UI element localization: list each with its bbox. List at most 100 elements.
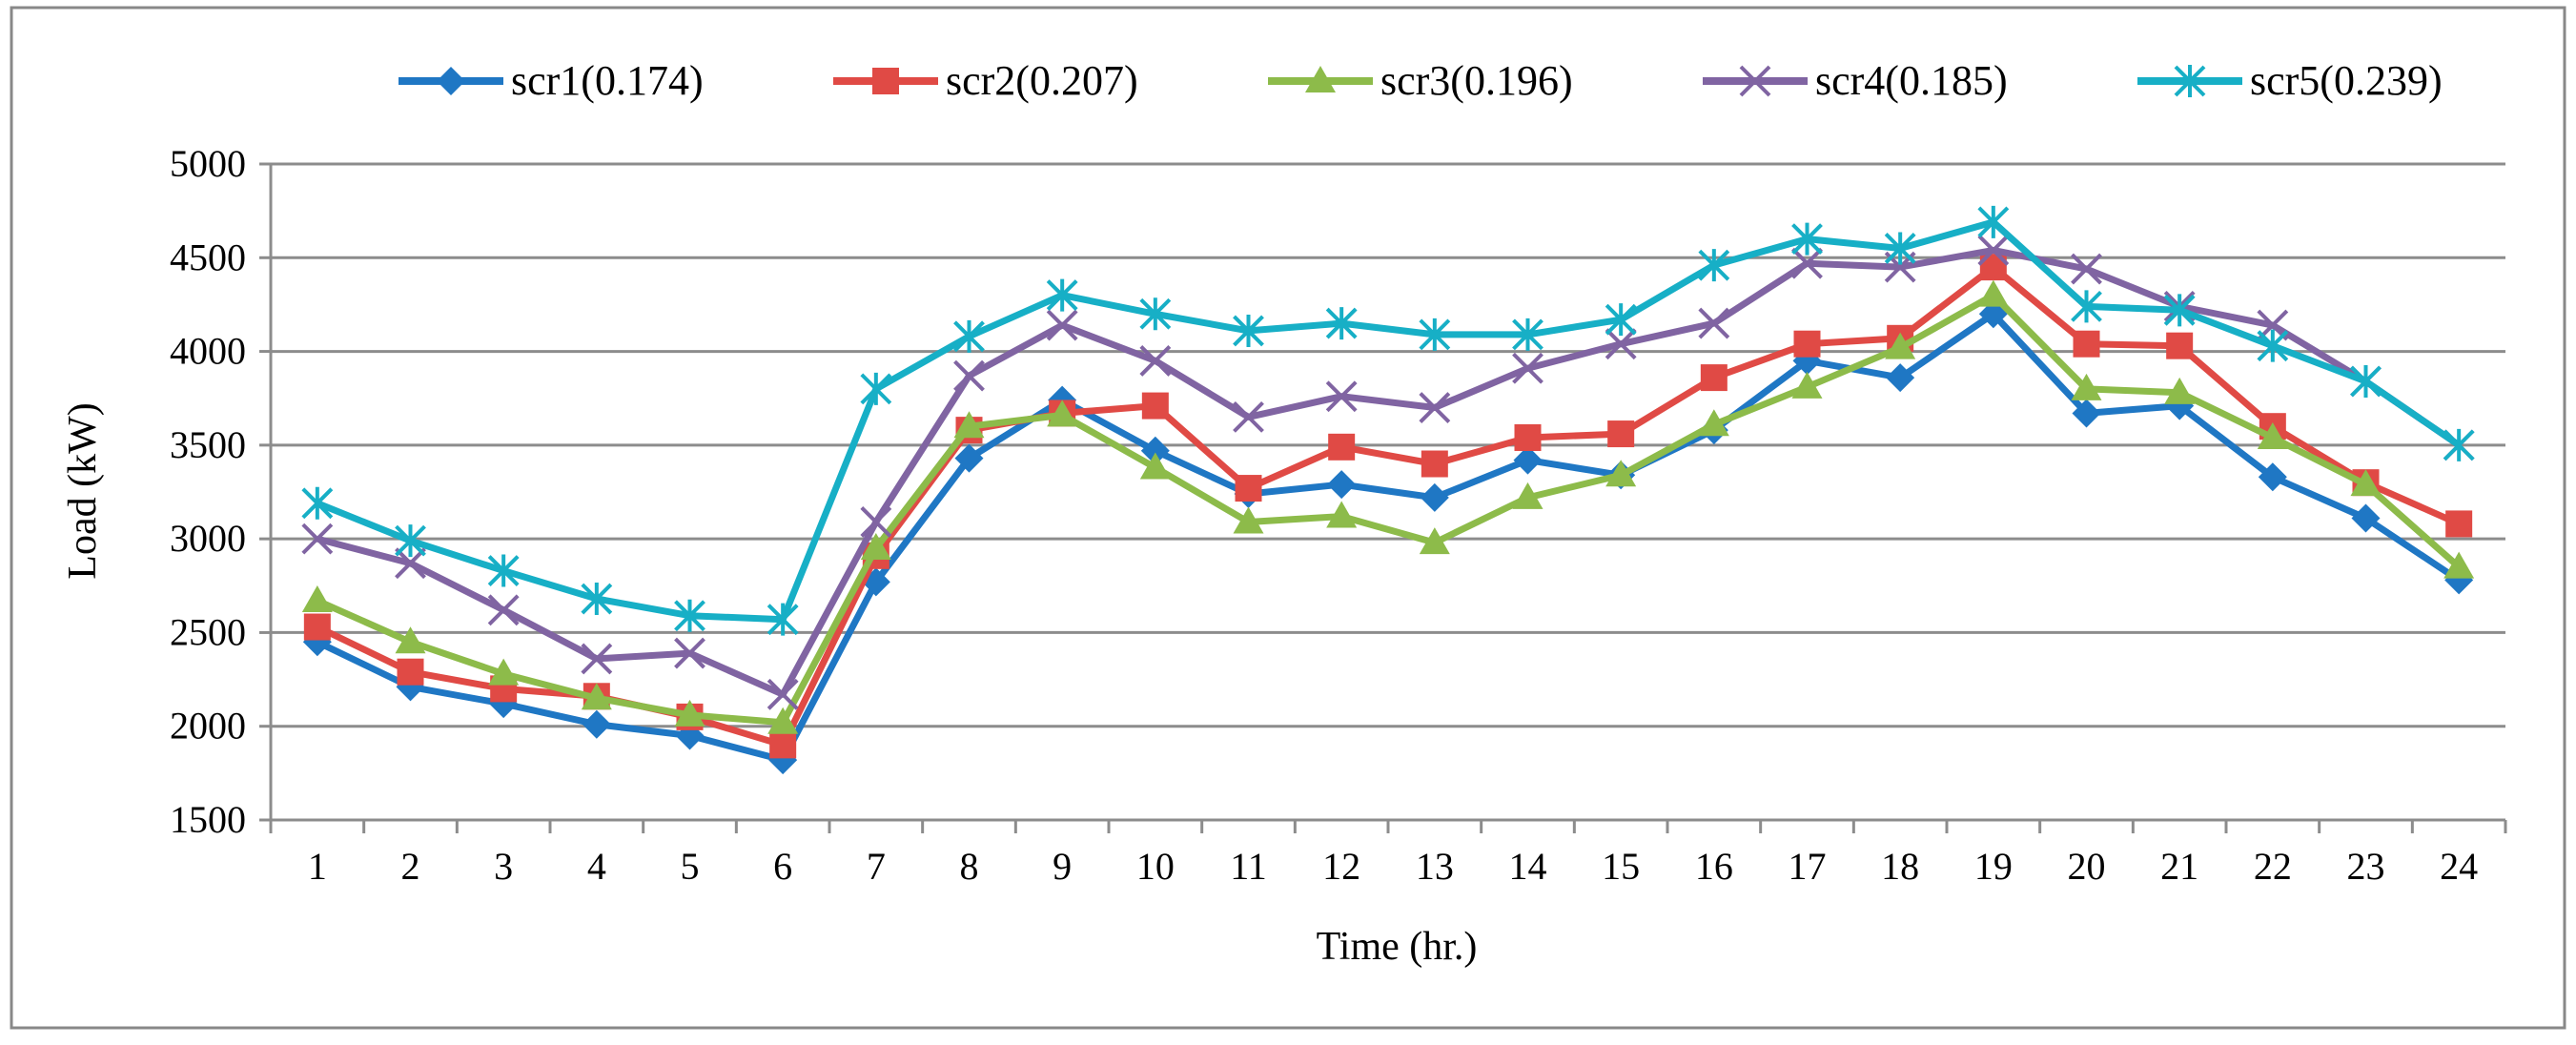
data-point	[1419, 318, 1451, 351]
data-point	[395, 626, 426, 654]
data-point	[674, 699, 705, 727]
y-tick-label: 1500	[170, 798, 246, 841]
legend-marker	[1305, 66, 1336, 92]
legend-entry-1: scr1(0.174)	[399, 57, 704, 104]
x-tick-label: 13	[1416, 845, 1454, 888]
legend-entry-4: scr4(0.185)	[1703, 57, 2008, 104]
data-point	[1046, 309, 1078, 341]
data-point	[301, 486, 334, 520]
data-point	[1420, 482, 1449, 512]
data-point	[301, 585, 333, 613]
series-line	[316, 246, 2462, 698]
data-point	[395, 547, 426, 580]
data-point	[860, 506, 892, 538]
data-point	[1235, 475, 1262, 502]
data-point	[1233, 506, 1264, 534]
data-point	[2071, 373, 2102, 400]
data-point	[2443, 551, 2475, 579]
x-tick-label: 19	[1974, 845, 2013, 888]
x-tick-label: 16	[1695, 845, 1733, 888]
data-point	[2163, 294, 2196, 327]
data-point	[1698, 249, 1730, 282]
data-point	[488, 658, 520, 686]
data-point	[1141, 392, 1169, 420]
data-point	[1328, 433, 1356, 461]
x-tick-label: 15	[1602, 845, 1640, 888]
x-tick-label: 24	[2440, 845, 2478, 888]
data-point	[581, 683, 612, 710]
data-point	[1607, 420, 1635, 448]
data-point	[2443, 428, 2475, 461]
x-tick-label: 4	[587, 845, 606, 888]
x-tick-label: 7	[867, 845, 886, 888]
data-point	[953, 319, 985, 353]
data-point	[1139, 297, 1172, 331]
legend-marker	[2174, 65, 2206, 97]
data-point	[2071, 253, 2102, 285]
data-point	[582, 709, 611, 739]
data-point	[674, 599, 705, 632]
data-point	[2258, 462, 2287, 492]
x-axis-title: Time (hr.)	[1317, 925, 1478, 969]
data-point	[1605, 303, 1637, 337]
data-point	[1047, 400, 1078, 427]
data-point	[2072, 399, 2101, 428]
legend: scr1(0.174) scr2(0.207) scr3(0.196) scr4(0.…	[399, 57, 2443, 104]
data-point	[581, 643, 613, 675]
data-point	[1884, 232, 1916, 265]
data-point	[1419, 392, 1451, 423]
data-point	[767, 603, 799, 636]
x-tick-label: 5	[681, 845, 700, 888]
x-tick-label: 11	[1230, 845, 1267, 888]
legend-entry-3: scr3(0.196)	[1268, 57, 1573, 104]
data-point	[303, 613, 331, 641]
y-tick-label: 5000	[170, 142, 246, 185]
data-point	[395, 524, 426, 558]
data-point	[1977, 235, 2010, 266]
legend-marker	[1739, 65, 1771, 97]
data-point	[2350, 469, 2382, 497]
data-point	[1326, 501, 1358, 528]
data-point	[1325, 307, 1358, 340]
data-point	[1698, 307, 1730, 339]
data-point	[2164, 377, 2196, 404]
x-tick-label: 3	[494, 845, 513, 888]
data-point	[2257, 421, 2288, 449]
x-tick-label: 2	[401, 845, 420, 888]
y-tick-label: 2500	[170, 610, 246, 653]
data-point	[1512, 318, 1544, 351]
data-point	[397, 658, 424, 686]
data-point	[1698, 409, 1729, 437]
x-tick-label: 6	[773, 845, 792, 888]
data-point	[487, 594, 520, 626]
data-point	[2071, 290, 2102, 323]
x-tick-label: 23	[2347, 845, 2385, 888]
series-5	[301, 205, 2475, 636]
data-point	[1886, 363, 1915, 393]
legend-label: scr2(0.207)	[946, 57, 1138, 104]
series-line	[316, 292, 2462, 727]
legend-entry-2: scr2(0.207)	[833, 57, 1138, 104]
data-point	[1977, 279, 2009, 307]
legend-marker	[872, 68, 899, 94]
x-tick-label: 22	[2254, 845, 2292, 888]
y-tick-label: 3000	[170, 517, 246, 560]
data-point	[953, 359, 985, 392]
x-tick-label: 14	[1509, 845, 1547, 888]
data-point	[767, 678, 799, 710]
legend-entry-5: scr5(0.239)	[2137, 57, 2443, 104]
data-point	[2257, 329, 2289, 362]
data-point	[2445, 510, 2473, 538]
data-point	[301, 522, 334, 555]
data-point	[1419, 527, 1450, 555]
data-point	[767, 707, 799, 734]
x-tick-label: 9	[1053, 845, 1072, 888]
y-tick-label: 4000	[170, 330, 246, 373]
data-point	[1325, 380, 1358, 413]
y-tick-label: 3500	[170, 423, 246, 466]
data-point	[487, 554, 520, 587]
data-point	[1327, 470, 1357, 500]
data-point	[954, 443, 984, 473]
data-point	[2351, 503, 2381, 533]
